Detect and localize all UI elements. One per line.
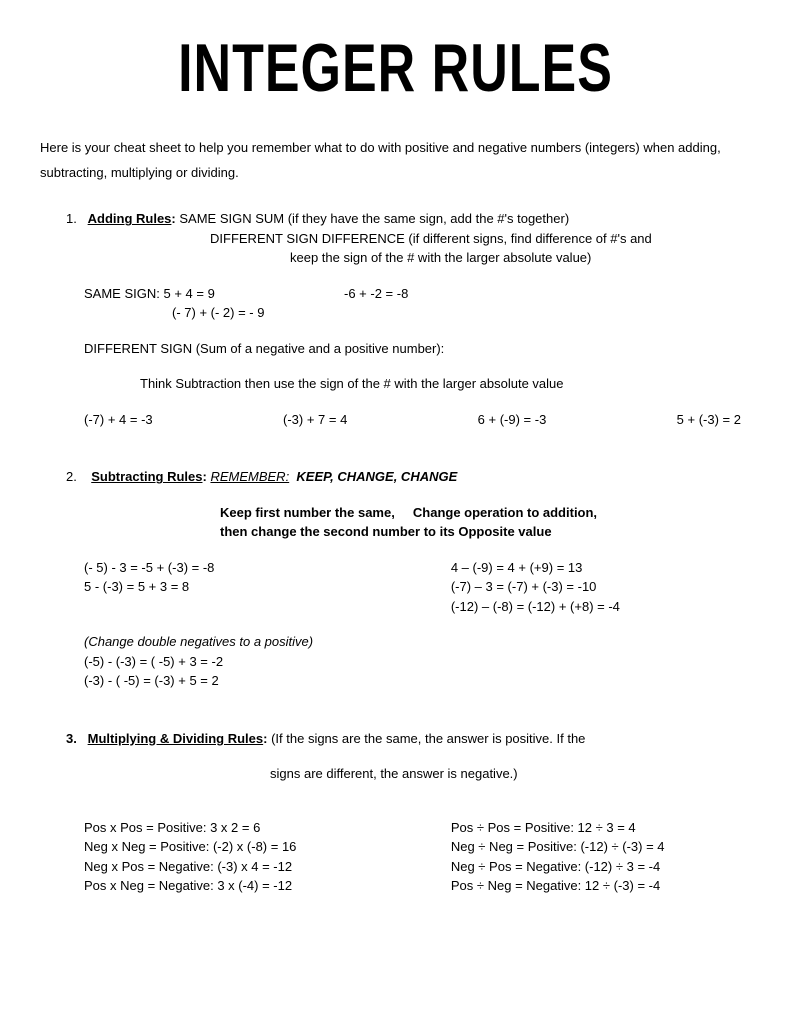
example: (-7) – 3 = (-7) + (-3) = -10 (451, 577, 751, 597)
kcc-text: KEEP, CHANGE, CHANGE (296, 469, 457, 484)
rule-text: signs are different, the answer is negat… (270, 764, 751, 784)
example: (-7) + 4 = -3 (84, 410, 153, 430)
section-title: Adding Rules (88, 211, 172, 226)
example: Pos x Neg = Negative: 3 x (-4) = -12 (84, 876, 451, 896)
example: 6 + (-9) = -3 (478, 410, 547, 430)
section-title: Subtracting Rules (91, 469, 202, 484)
rule-text: DIFFERENT SIGN DIFFERENCE (if different … (210, 229, 751, 249)
rule-text: keep the sign of the # with the larger a… (290, 248, 751, 268)
rule-text: (If the signs are the same, the answer i… (271, 731, 585, 746)
example: (-3) - ( -5) = (-3) + 5 = 2 (84, 671, 751, 691)
example: Neg x Neg = Positive: (-2) x (-8) = 16 (84, 837, 451, 857)
diff-sign-label: DIFFERENT SIGN (Sum of a negative and a … (84, 339, 751, 359)
example: 5 + 4 = 9 (163, 286, 214, 301)
section-number: 2. (66, 467, 84, 487)
rule-text: SAME SIGN SUM (if they have the same sig… (179, 211, 569, 226)
page-title: INTEGER RULES (40, 18, 751, 119)
example: (-5) - (-3) = ( -5) + 3 = -2 (84, 652, 751, 672)
example: (-12) – (-8) = (-12) + (+8) = -4 (451, 597, 751, 617)
instruction-text: then change the second number to its Opp… (220, 522, 751, 542)
example: Neg ÷ Pos = Negative: (-12) ÷ 3 = -4 (451, 857, 751, 877)
remember-label: REMEMBER: (210, 469, 289, 484)
same-sign-label: SAME SIGN: (84, 286, 160, 301)
instruction-text: Change operation to addition, (413, 505, 597, 520)
example: Pos ÷ Neg = Negative: 12 ÷ (-3) = -4 (451, 876, 751, 896)
example: Pos ÷ Pos = Positive: 12 ÷ 3 = 4 (451, 818, 751, 838)
example: 5 - (-3) = 5 + 3 = 8 (84, 577, 451, 597)
instruction-text: Keep first number the same, (220, 505, 395, 520)
note-text: (Change double negatives to a positive) (84, 632, 751, 652)
section-number: 3. (66, 729, 84, 749)
section-number: 1. (66, 209, 84, 229)
hint-text: Think Subtraction then use the sign of t… (140, 374, 751, 394)
example: (- 7) + (- 2) = - 9 (172, 303, 751, 323)
example: Neg ÷ Neg = Positive: (-12) ÷ (-3) = 4 (451, 837, 751, 857)
section-title: Multiplying & Dividing Rules (88, 731, 264, 746)
intro-text: Here is your cheat sheet to help you rem… (40, 136, 751, 185)
example: (- 5) - 3 = -5 + (-3) = -8 (84, 558, 451, 578)
example: 5 + (-3) = 2 (677, 410, 741, 430)
example: -6 + -2 = -8 (344, 284, 408, 304)
section-adding: 1. Adding Rules: SAME SIGN SUM (if they … (40, 209, 751, 429)
section-mult-div: 3. Multiplying & Dividing Rules: (If the… (40, 729, 751, 896)
example: 4 – (-9) = 4 + (+9) = 13 (451, 558, 751, 578)
example: Neg x Pos = Negative: (-3) x 4 = -12 (84, 857, 451, 877)
example: (-3) + 7 = 4 (283, 410, 347, 430)
example: Pos x Pos = Positive: 3 x 2 = 6 (84, 818, 451, 838)
section-subtracting: 2. Subtracting Rules: REMEMBER: KEEP, CH… (40, 467, 751, 691)
